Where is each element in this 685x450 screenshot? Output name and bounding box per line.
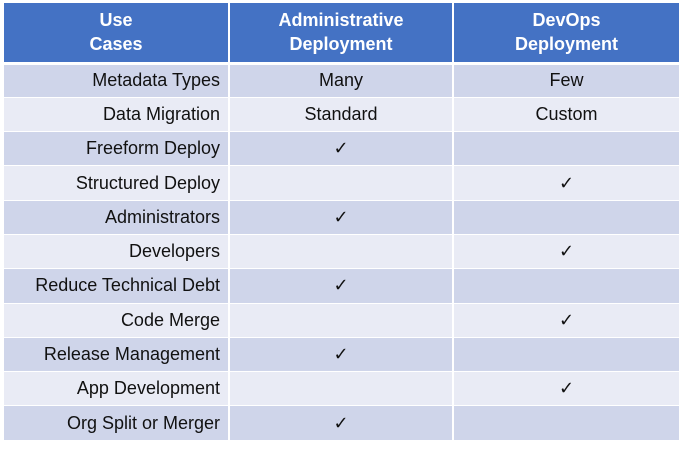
devops-cell xyxy=(453,268,679,304)
use-case-cell: App Development xyxy=(4,371,230,407)
header-use-cases-line2: Cases xyxy=(89,34,143,55)
devops-cell xyxy=(453,131,679,167)
admin-check-icon: ✓ xyxy=(229,405,454,441)
header-administrative-line2: Deployment xyxy=(289,34,393,55)
use-case-cell: Data Migration xyxy=(4,97,230,133)
table-row: Administrators ✓ xyxy=(4,200,679,235)
admin-cell: Standard xyxy=(229,97,454,133)
table-row: Metadata Types Many Few xyxy=(4,63,679,98)
header-administrative-line1: Administrative xyxy=(278,10,404,31)
devops-check-icon: ✓ xyxy=(453,234,679,270)
header-devops-deployment: DevOps Deployment xyxy=(453,3,679,65)
header-administrative-deployment: Administrative Deployment xyxy=(229,3,454,65)
table-row: Code Merge ✓ xyxy=(4,303,679,338)
table-row: Structured Deploy ✓ xyxy=(4,165,679,201)
use-case-cell: Developers xyxy=(4,234,230,270)
admin-check-icon: ✓ xyxy=(229,337,454,373)
header-use-cases-line1: Use xyxy=(99,10,133,31)
table-row: Release Management ✓ xyxy=(4,337,679,373)
table-header-row: Use Cases Administrative Deployment DevO… xyxy=(4,3,679,65)
table-row: Developers ✓ xyxy=(4,234,679,270)
use-case-cell: Org Split or Merger xyxy=(4,405,230,441)
devops-check-icon: ✓ xyxy=(453,303,679,338)
header-use-cases: Use Cases xyxy=(4,3,230,65)
devops-cell: Custom xyxy=(453,97,679,133)
table-row: Data Migration Standard Custom xyxy=(4,97,679,133)
comparison-table-container: Use Cases Administrative Deployment DevO… xyxy=(4,3,679,441)
header-devops-line2: Deployment xyxy=(514,34,619,55)
devops-cell xyxy=(453,337,679,373)
devops-check-icon: ✓ xyxy=(453,371,679,407)
header-devops-line1: DevOps xyxy=(532,10,601,31)
use-case-cell: Release Management xyxy=(4,337,230,373)
use-case-cell: Metadata Types xyxy=(4,63,230,98)
devops-cell xyxy=(453,405,679,441)
use-case-cell: Administrators xyxy=(4,200,230,235)
table-row: Reduce Technical Debt ✓ xyxy=(4,268,679,304)
admin-cell xyxy=(229,371,454,407)
deployment-comparison-table: Use Cases Administrative Deployment DevO… xyxy=(4,3,679,441)
use-case-cell: Structured Deploy xyxy=(4,165,230,201)
admin-check-icon: ✓ xyxy=(229,200,454,235)
admin-cell: Many xyxy=(229,63,454,98)
use-case-cell: Reduce Technical Debt xyxy=(4,268,230,304)
devops-check-icon: ✓ xyxy=(453,165,679,201)
devops-cell: Few xyxy=(453,63,679,98)
use-case-cell: Freeform Deploy xyxy=(4,131,230,167)
devops-cell xyxy=(453,200,679,235)
use-case-cell: Code Merge xyxy=(4,303,230,338)
admin-cell xyxy=(229,234,454,270)
admin-cell xyxy=(229,303,454,338)
admin-check-icon: ✓ xyxy=(229,131,454,167)
table-row: Org Split or Merger ✓ xyxy=(4,405,679,441)
table-row: App Development ✓ xyxy=(4,371,679,407)
admin-check-icon: ✓ xyxy=(229,268,454,304)
admin-cell xyxy=(229,165,454,201)
table-row: Freeform Deploy ✓ xyxy=(4,131,679,167)
